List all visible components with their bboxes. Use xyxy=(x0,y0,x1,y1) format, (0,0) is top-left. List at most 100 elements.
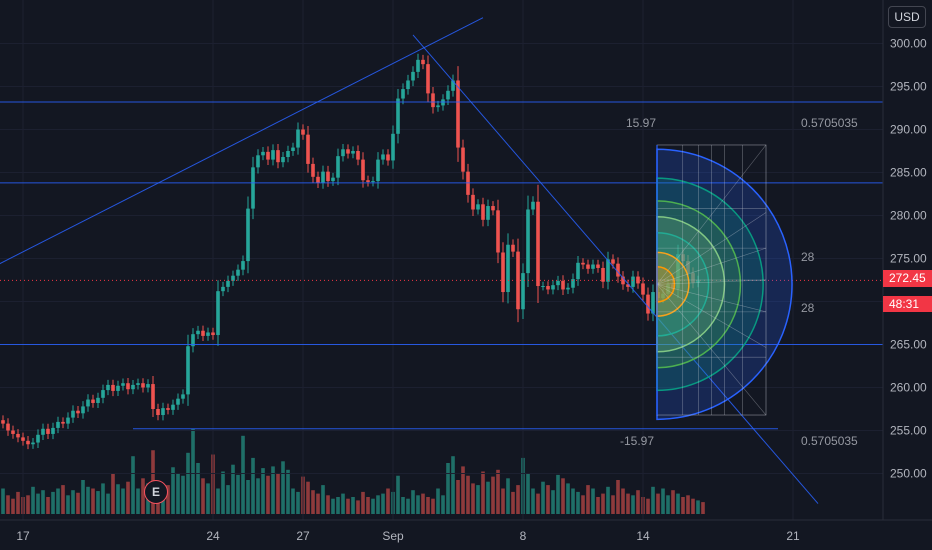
volume-bar xyxy=(561,478,565,514)
volume-bar xyxy=(226,485,230,514)
candle-body xyxy=(271,150,275,160)
candle-body xyxy=(376,159,380,182)
candle-body xyxy=(21,437,25,441)
fib-arc xyxy=(656,265,676,303)
price-tick-label: 260.00 xyxy=(890,381,927,395)
candle-body xyxy=(11,430,15,434)
candle-body xyxy=(431,93,435,108)
candle-body xyxy=(91,399,95,403)
candle-body xyxy=(661,293,665,299)
candle-body xyxy=(296,129,300,148)
candle-body xyxy=(111,384,115,391)
volume-bar xyxy=(276,473,280,514)
currency-selector[interactable]: USD xyxy=(888,6,926,28)
volume-bar xyxy=(206,483,210,514)
volume-bar xyxy=(236,474,240,514)
fib-arc xyxy=(656,231,710,337)
volume-bar xyxy=(56,488,60,514)
volume-bar xyxy=(626,493,630,514)
volume-bar xyxy=(171,467,175,514)
volume-bar xyxy=(126,481,130,514)
price-tick-label: 275.00 xyxy=(890,252,927,266)
candle-body xyxy=(671,284,675,289)
volume-bar xyxy=(421,493,425,514)
candle-body xyxy=(206,332,210,336)
candle-body xyxy=(596,264,600,268)
candle-body xyxy=(281,157,285,163)
candle-body xyxy=(196,330,200,335)
volume-bar xyxy=(316,493,320,514)
annotation-bottom-right: 0.5705035 xyxy=(801,434,858,448)
candle-body xyxy=(121,383,125,386)
candle-body xyxy=(116,385,120,391)
fib-fan-line xyxy=(656,247,767,285)
volume-bar xyxy=(181,475,185,514)
candle-body xyxy=(476,204,480,210)
candle-body xyxy=(416,59,420,72)
volume-bar xyxy=(411,490,415,514)
candle-body xyxy=(591,264,595,269)
volume-bar xyxy=(6,495,10,514)
candle-body xyxy=(256,155,260,168)
candle-body xyxy=(236,269,240,276)
candle-body xyxy=(26,440,30,445)
annotation-mid-lower: 28 xyxy=(801,301,815,315)
volume-bar xyxy=(686,495,690,514)
candle-body xyxy=(511,244,515,252)
candle-body xyxy=(426,64,430,94)
volume-bar xyxy=(331,498,335,514)
candle-body xyxy=(226,280,230,287)
candle-body xyxy=(446,90,450,100)
candle-body xyxy=(636,276,640,284)
volume-bar xyxy=(141,478,145,514)
candle-body xyxy=(166,408,170,410)
candle-body xyxy=(646,294,650,314)
candle-body xyxy=(146,384,150,388)
volume-bar xyxy=(541,481,545,514)
volume-bar xyxy=(341,493,345,514)
volume-bar xyxy=(531,488,535,514)
volume-bar xyxy=(41,490,45,514)
candle-body xyxy=(421,59,425,65)
volume-bar xyxy=(661,488,665,514)
candle-body xyxy=(491,206,495,211)
candle-body xyxy=(696,280,700,283)
candle-body xyxy=(161,408,165,416)
volume-bar xyxy=(476,485,480,514)
candle-body xyxy=(456,80,460,148)
candle-body xyxy=(191,334,195,347)
bar-countdown-tag: 48:31 xyxy=(883,295,932,312)
candle-body xyxy=(406,80,410,90)
trend-line xyxy=(412,34,819,504)
fib-fan-line xyxy=(656,212,767,285)
candle-body xyxy=(86,399,90,407)
volume-bar xyxy=(431,498,435,514)
candle-body xyxy=(186,346,190,395)
volume-bar xyxy=(251,457,255,514)
volume-bar xyxy=(656,493,660,514)
candle-body xyxy=(56,421,60,428)
price-tick-label: 300.00 xyxy=(890,37,927,51)
annotation-bottom-left: -15.97 xyxy=(620,434,654,448)
time-tick-label: Sep xyxy=(382,529,404,543)
volume-bar xyxy=(441,495,445,514)
volume-bar xyxy=(596,497,600,514)
fib-arc xyxy=(656,177,764,392)
volume-bars xyxy=(1,429,705,514)
volume-bar xyxy=(536,493,540,514)
volume-bar xyxy=(386,488,390,514)
volume-bar xyxy=(426,497,430,514)
annotation-top-right: 0.5705035 xyxy=(801,116,858,130)
candle-body xyxy=(156,409,160,416)
candle-body xyxy=(136,383,140,385)
candle-body xyxy=(536,201,540,287)
volume-bar xyxy=(136,488,140,514)
candle-body xyxy=(686,261,690,274)
volume-bar xyxy=(506,478,510,514)
fib-speed-resistance-arcs xyxy=(656,144,793,421)
volume-bar xyxy=(381,493,385,514)
candle-body xyxy=(366,180,370,182)
earnings-marker[interactable]: E xyxy=(144,480,168,504)
candle-body xyxy=(96,397,100,403)
